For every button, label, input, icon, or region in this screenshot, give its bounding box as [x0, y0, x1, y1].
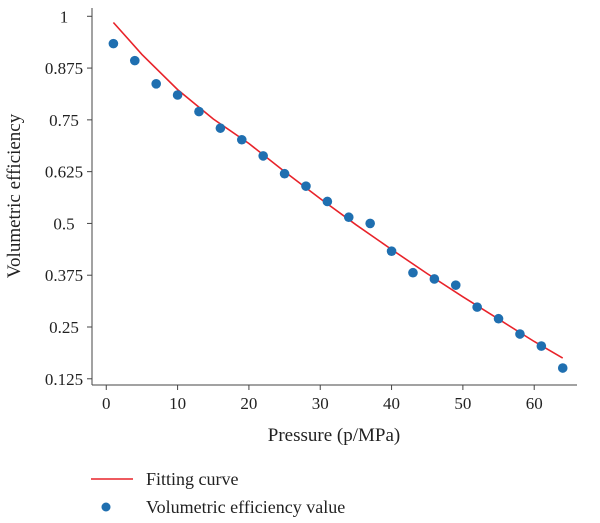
- x-tick-label: 40: [383, 394, 400, 413]
- y-axis-title: Volumetric efficiency: [4, 113, 25, 278]
- efficiency-point: [557, 363, 568, 373]
- efficiency-point: [301, 181, 311, 191]
- x-tick-label: 50: [454, 394, 471, 413]
- x-tick-label: 20: [240, 394, 257, 413]
- y-tick-label: 1: [60, 7, 69, 26]
- efficiency-point: [429, 274, 440, 284]
- legend-label-fitting-curve: Fitting curve: [146, 469, 239, 489]
- fitting-curve-series: [112, 21, 564, 359]
- x-tick-label: 60: [526, 394, 543, 413]
- x-axis-title: Pressure (p/MPa): [268, 425, 400, 446]
- y-tick-label: 0.125: [45, 370, 83, 389]
- y-ticks: 0.125 0.25 0.375 0.5 0.625 0.75 0.875 1: [45, 7, 92, 389]
- efficiency-point: [493, 313, 504, 324]
- legend-label-efficiency-value: Volumetric efficiency value: [146, 497, 345, 517]
- efficiency-point: [536, 341, 547, 351]
- efficiency-point: [108, 38, 119, 49]
- fitting-curve-line: [112, 21, 564, 359]
- x-tick-label: 10: [169, 394, 186, 413]
- plot-area: 0 10 20 30 40 50 60 0.125 0.25 0.375 0.5 0.625 0.75…: [45, 7, 577, 413]
- efficiency-point: [472, 302, 482, 312]
- x-tick-label: 0: [102, 394, 111, 413]
- efficiency-point: [343, 212, 354, 223]
- efficiency-point: [365, 218, 375, 229]
- efficiency-points-series: [108, 38, 568, 373]
- efficiency-point: [450, 280, 461, 290]
- efficiency-point: [515, 329, 525, 339]
- x-ticks: 0 10 20 30 40 50 60: [102, 385, 543, 413]
- legend: Fitting curve Volumetric efficiency valu…: [91, 469, 345, 517]
- y-tick-label: 0.75: [49, 111, 79, 130]
- y-tick-label: 0.625: [45, 163, 83, 182]
- efficiency-point: [322, 196, 333, 207]
- efficiency-point: [279, 168, 290, 179]
- y-tick-label: 0.5: [53, 214, 74, 233]
- y-tick-label: 0.875: [45, 59, 83, 78]
- legend-dot-swatch: [101, 502, 111, 512]
- efficiency-point: [129, 55, 140, 66]
- efficiency-point: [386, 246, 397, 256]
- x-tick-label: 30: [312, 394, 329, 413]
- efficiency-point: [408, 267, 418, 278]
- efficiency-point: [151, 79, 161, 89]
- efficiency-point: [215, 123, 226, 133]
- y-tick-label: 0.25: [49, 318, 79, 337]
- y-tick-label: 0.375: [45, 266, 83, 285]
- efficiency-point: [236, 134, 247, 145]
- efficiency-point: [258, 151, 268, 161]
- efficiency-point: [194, 106, 204, 117]
- efficiency-point: [172, 90, 183, 100]
